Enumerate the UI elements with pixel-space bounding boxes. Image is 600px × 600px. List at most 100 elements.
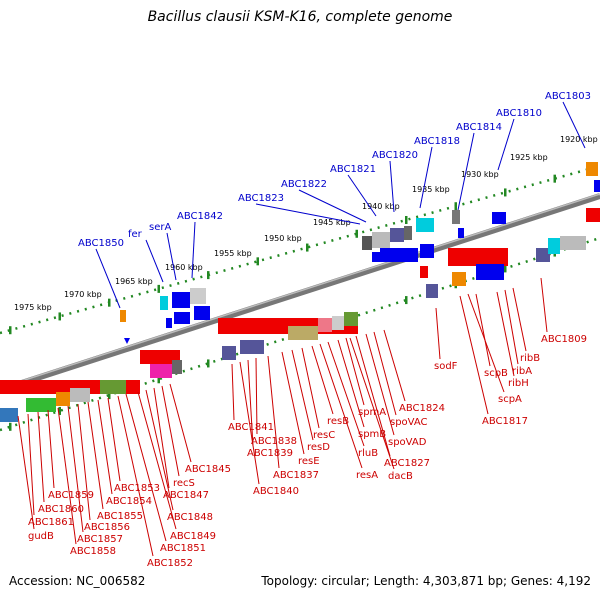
gene-label[interactable]: ABC1838 xyxy=(251,436,297,447)
kbp-label: 1965 kbp xyxy=(115,277,153,286)
label-leader xyxy=(435,307,441,360)
gene-label[interactable]: resC xyxy=(313,430,335,441)
kbp-label: 1950 kbp xyxy=(264,234,302,243)
gene-label[interactable]: ABC1854 xyxy=(106,496,152,507)
gene-label[interactable]: ABC1837 xyxy=(273,470,319,481)
gene-label[interactable]: scpA xyxy=(498,394,522,405)
gene-label[interactable]: gudB xyxy=(28,531,54,542)
gene-block xyxy=(372,252,380,262)
gene-label[interactable]: ABC1856 xyxy=(84,522,130,533)
label-leader xyxy=(125,393,167,542)
label-leader xyxy=(540,277,548,333)
gene-block xyxy=(288,326,318,340)
gene-label[interactable]: recS xyxy=(173,478,195,489)
gene-block xyxy=(240,340,264,354)
accession-label: Accession: NC_006582 xyxy=(9,574,146,588)
label-leader xyxy=(349,337,395,470)
label-leader xyxy=(355,335,391,457)
gene-label[interactable]: ABC1857 xyxy=(77,534,123,545)
gene-label[interactable]: ABC1824 xyxy=(399,403,445,414)
gene-label[interactable]: ABC1822 xyxy=(281,179,327,190)
gene-label[interactable]: ABC1847 xyxy=(163,490,209,501)
kbp-label: 1945 kbp xyxy=(313,218,351,227)
gene-label[interactable]: ABC1860 xyxy=(38,504,84,515)
gene-label[interactable]: ABC1842 xyxy=(177,211,223,222)
gene-block xyxy=(476,264,504,280)
gene-label[interactable]: spmA xyxy=(358,407,386,418)
ruler-tick xyxy=(58,312,61,321)
ruler-tick xyxy=(207,359,210,368)
ruler-outer xyxy=(0,164,600,335)
genome-backbone xyxy=(0,193,600,393)
gene-label[interactable]: ABC1850 xyxy=(78,238,124,249)
gene-label[interactable]: ABC1817 xyxy=(482,416,528,427)
gene-label[interactable]: resD xyxy=(307,442,330,453)
gene-label[interactable]: ABC1851 xyxy=(160,543,206,554)
label-leader xyxy=(497,118,515,171)
gene-block xyxy=(372,232,390,248)
gene-label[interactable]: ribB xyxy=(520,353,540,364)
gene-label[interactable]: ABC1855 xyxy=(97,511,143,522)
gene-label[interactable]: dacB xyxy=(388,471,413,482)
gene-label[interactable]: ABC1845 xyxy=(185,464,231,475)
gene-label[interactable]: serA xyxy=(149,222,171,233)
gene-block xyxy=(452,272,466,286)
gene-label[interactable]: resE xyxy=(298,456,320,467)
gene-label[interactable]: sodF xyxy=(434,361,458,372)
gene-label[interactable]: ABC1820 xyxy=(372,150,418,161)
gene-label[interactable]: resB xyxy=(327,416,349,427)
gene-label[interactable]: spmB xyxy=(358,429,386,440)
gene-label[interactable]: ABC1827 xyxy=(384,458,430,469)
gene-label[interactable]: scpB xyxy=(484,368,508,379)
gene-label[interactable]: spoVAD xyxy=(388,437,427,448)
kbp-label: 1970 kbp xyxy=(64,290,102,299)
label-leader xyxy=(383,329,406,402)
gene-label[interactable]: ribA xyxy=(512,366,532,377)
gene-label[interactable]: ABC1821 xyxy=(330,164,376,175)
ruler-tick xyxy=(306,243,309,252)
gene-label[interactable]: ABC1861 xyxy=(28,517,74,528)
label-leader xyxy=(291,349,314,441)
gene-label[interactable]: ABC1814 xyxy=(456,122,502,133)
gene-label[interactable]: spoVAC xyxy=(390,417,428,428)
ruler-tick xyxy=(207,271,210,280)
label-leader xyxy=(562,101,586,149)
label-leader xyxy=(247,359,254,447)
gene-label[interactable]: ABC1841 xyxy=(228,422,274,433)
kbp-label: 1940 kbp xyxy=(362,202,400,211)
gene-label[interactable]: ribH xyxy=(508,378,529,389)
gene-block xyxy=(172,292,190,308)
gene-label[interactable]: ABC1809 xyxy=(541,334,587,345)
gene-label[interactable]: ABC1803 xyxy=(545,91,591,102)
label-leader xyxy=(457,132,475,211)
ruler-tick xyxy=(504,264,507,273)
gene-label[interactable]: resA xyxy=(356,470,378,481)
label-leader xyxy=(319,343,363,469)
gene-label[interactable]: ABC1848 xyxy=(167,512,213,523)
gene-label[interactable]: ABC1852 xyxy=(147,558,193,569)
gene-label[interactable]: ABC1839 xyxy=(247,448,293,459)
gene-block xyxy=(160,296,168,310)
gene-block xyxy=(332,316,344,330)
gene-label[interactable]: ABC1853 xyxy=(114,483,160,494)
gene-label[interactable]: ABC1859 xyxy=(48,490,94,501)
gene-block xyxy=(194,306,210,320)
label-leader xyxy=(87,401,104,510)
label-leader xyxy=(169,383,192,463)
gene-label[interactable]: ABC1840 xyxy=(253,486,299,497)
label-leader xyxy=(191,221,196,279)
label-leader xyxy=(345,337,365,406)
gene-label[interactable]: ABC1810 xyxy=(496,108,542,119)
gene-label[interactable]: ABC1818 xyxy=(414,136,460,147)
gene-label[interactable]: ABC1849 xyxy=(170,531,216,542)
gene-label[interactable]: fer xyxy=(128,229,143,240)
label-leader xyxy=(419,146,433,209)
gene-block xyxy=(586,162,598,176)
gene-label[interactable]: rluB xyxy=(358,448,378,459)
label-leader xyxy=(95,248,121,309)
label-leader xyxy=(47,409,55,489)
ruler-tick xyxy=(454,202,457,211)
gene-block xyxy=(458,228,464,238)
gene-label[interactable]: ABC1823 xyxy=(238,193,284,204)
gene-label[interactable]: ABC1858 xyxy=(70,546,116,557)
